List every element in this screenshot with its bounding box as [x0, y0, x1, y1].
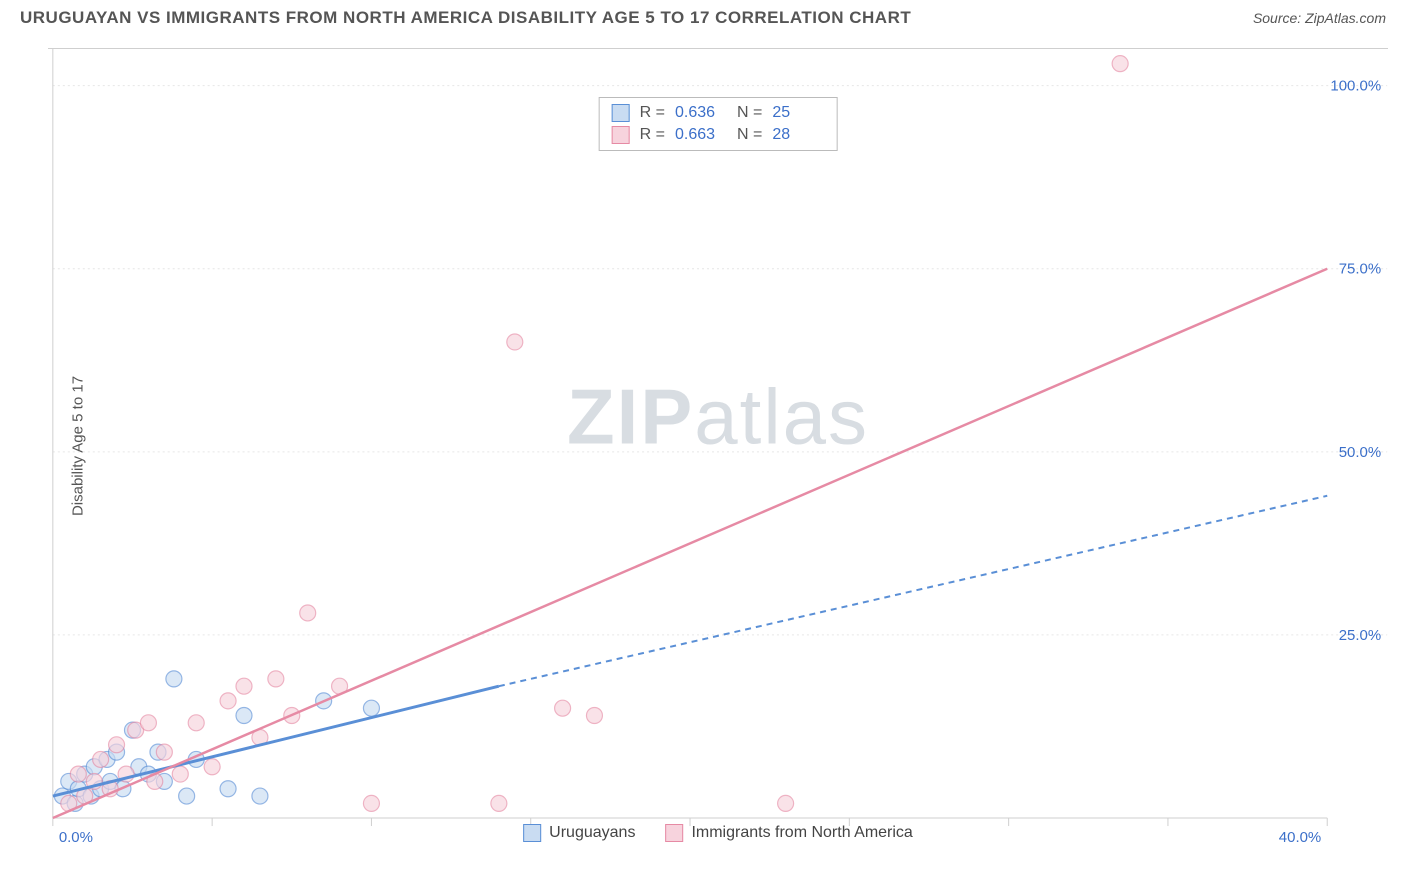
stats-legend-box: R = 0.636 N = 25 R = 0.663 N = 28 — [599, 97, 838, 151]
chart-title: URUGUAYAN VS IMMIGRANTS FROM NORTH AMERI… — [20, 8, 911, 28]
stat-r-label: R = — [640, 104, 665, 122]
stat-n-value-immigrants: 28 — [772, 126, 824, 144]
source-attribution: Source: ZipAtlas.com — [1253, 10, 1386, 26]
stat-n-label: N = — [737, 104, 762, 122]
swatch-immigrants — [612, 126, 630, 144]
legend-label-immigrants: Immigrants from North America — [691, 824, 912, 842]
series-legend: Uruguayans Immigrants from North America — [523, 824, 913, 842]
scatter-plot-svg: 25.0% 50.0% 75.0% 100.0% 0.0% 40.0% — [48, 49, 1388, 848]
legend-swatch-uruguayans — [523, 824, 541, 842]
stat-n-value-uruguayans: 25 — [772, 104, 824, 122]
svg-text:40.0%: 40.0% — [1279, 829, 1321, 846]
legend-label-uruguayans: Uruguayans — [549, 824, 635, 842]
stats-row-uruguayans: R = 0.636 N = 25 — [612, 102, 825, 124]
legend-item-uruguayans: Uruguayans — [523, 824, 635, 842]
stat-n-label: N = — [737, 126, 762, 144]
svg-text:75.0%: 75.0% — [1339, 261, 1381, 278]
svg-text:100.0%: 100.0% — [1330, 78, 1381, 95]
stat-r-value-uruguayans: 0.636 — [675, 104, 727, 122]
swatch-uruguayans — [612, 104, 630, 122]
svg-text:50.0%: 50.0% — [1339, 444, 1381, 461]
stat-r-value-immigrants: 0.663 — [675, 126, 727, 144]
legend-item-immigrants: Immigrants from North America — [665, 824, 912, 842]
chart-plot-area: ZIPatlas 25.0%50.0%75.0%100.0%0.0%40.0% … — [48, 48, 1388, 848]
legend-swatch-immigrants — [665, 824, 683, 842]
stats-row-immigrants: R = 0.663 N = 28 — [612, 124, 825, 146]
svg-text:0.0%: 0.0% — [59, 829, 93, 846]
svg-text:25.0%: 25.0% — [1339, 627, 1381, 644]
stat-r-label: R = — [640, 126, 665, 144]
